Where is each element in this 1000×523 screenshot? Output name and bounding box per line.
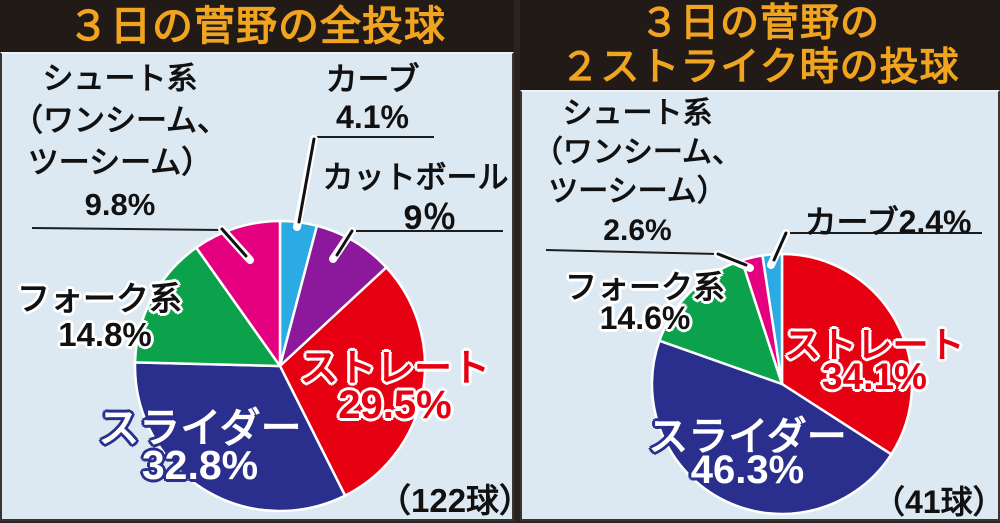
fork-label-name: フォーク系 <box>17 280 182 317</box>
slider-label-pct: 46.3% <box>690 448 805 492</box>
pitch-count-note: （122球） <box>378 482 533 519</box>
cutball-leader-line <box>335 229 354 257</box>
slider-label-pct: 32.8% <box>141 442 259 488</box>
fork-label-pct: 14.8% <box>58 316 152 353</box>
cutball-label-pct: 9％ <box>403 199 457 237</box>
curve-label-name: カーブ <box>325 61 420 97</box>
shoot-label-line3: ツーシーム） <box>27 145 213 180</box>
left-chart-panel: ３日の菅野の全投球 シュート系 （ワンシーム、 ツーシーム） 9.8% カーブ … <box>0 0 533 521</box>
shoot-label-line1: シュート系 <box>42 61 198 96</box>
pie-slice <box>133 361 347 513</box>
shoot-label-line1: シュート系 <box>562 97 713 130</box>
shoot-leader-line <box>220 227 248 258</box>
slider-label-name: スライダー <box>648 415 847 459</box>
shoot-label-block: シュート系 （ワンシーム、 ツーシーム） 9.8% <box>0 58 250 226</box>
shoot-underline <box>545 249 719 255</box>
curve-label-block: カーブ 4.1% <box>300 60 445 136</box>
pie-slices <box>133 219 427 513</box>
leader-lines <box>31 135 503 264</box>
shoot-leader-line <box>716 252 748 267</box>
shoot-label-pct: 9.8% <box>84 187 156 222</box>
left-chart-title-bar: ３日の菅野の全投球 <box>0 0 514 52</box>
straight-label-pct: 34.1% <box>822 356 927 397</box>
pie-slice <box>278 266 427 497</box>
straight-label-name: ストレート <box>299 348 490 390</box>
pie-slices <box>650 252 914 516</box>
right-pie-chart <box>545 229 982 516</box>
shoot-label-block: シュート系 （ワンシーム、 ツーシーム） 2.6% <box>510 94 765 250</box>
leader-lines <box>545 229 982 272</box>
right-chart-title-line1: ３日の菅野の <box>639 2 880 45</box>
pie-slice <box>195 219 282 368</box>
right-chart-title-bar: ３日の菅野の ２ストライク時の投球 <box>520 0 1000 90</box>
right-chart-panel: ３日の菅野の ２ストライク時の投球 シュート系 （ワンシーム、 ツーシーム） 2… <box>520 0 1000 521</box>
pie-slice <box>133 246 282 368</box>
straight-label-pct: 29.5% <box>338 383 452 427</box>
curve-label-pct: 4.1% <box>336 99 409 135</box>
fork-label-pct: 14.6% <box>599 300 691 336</box>
pie-slice <box>650 339 893 516</box>
shoot-label-pct: 2.6% <box>603 214 672 247</box>
curve-leader-line <box>297 137 316 224</box>
pie-slice <box>278 224 388 368</box>
shoot-label-line2: （ワンシーム、 <box>532 136 743 169</box>
shoot-label-line2: （ワンシーム、 <box>11 103 229 138</box>
right-chart-title-line2: ２ストライク時の投球 <box>560 46 960 89</box>
shoot-label-line3: ツーシーム） <box>548 175 727 208</box>
cutball-label-name: カットボール <box>322 160 509 195</box>
shoot-underline <box>31 227 223 231</box>
straight-label-name: ストレート <box>784 324 965 365</box>
curve-label: カーブ2.4% <box>804 204 972 240</box>
left-chart-title: ３日の菅野の全投球 <box>68 3 446 49</box>
pitch-count-note: （41球） <box>873 484 1000 520</box>
left-pie-chart <box>31 135 503 513</box>
curve-leader-line <box>772 231 788 262</box>
fork-label-name: フォーク系 <box>564 269 725 305</box>
slider-label-name: スライダー <box>98 405 302 451</box>
